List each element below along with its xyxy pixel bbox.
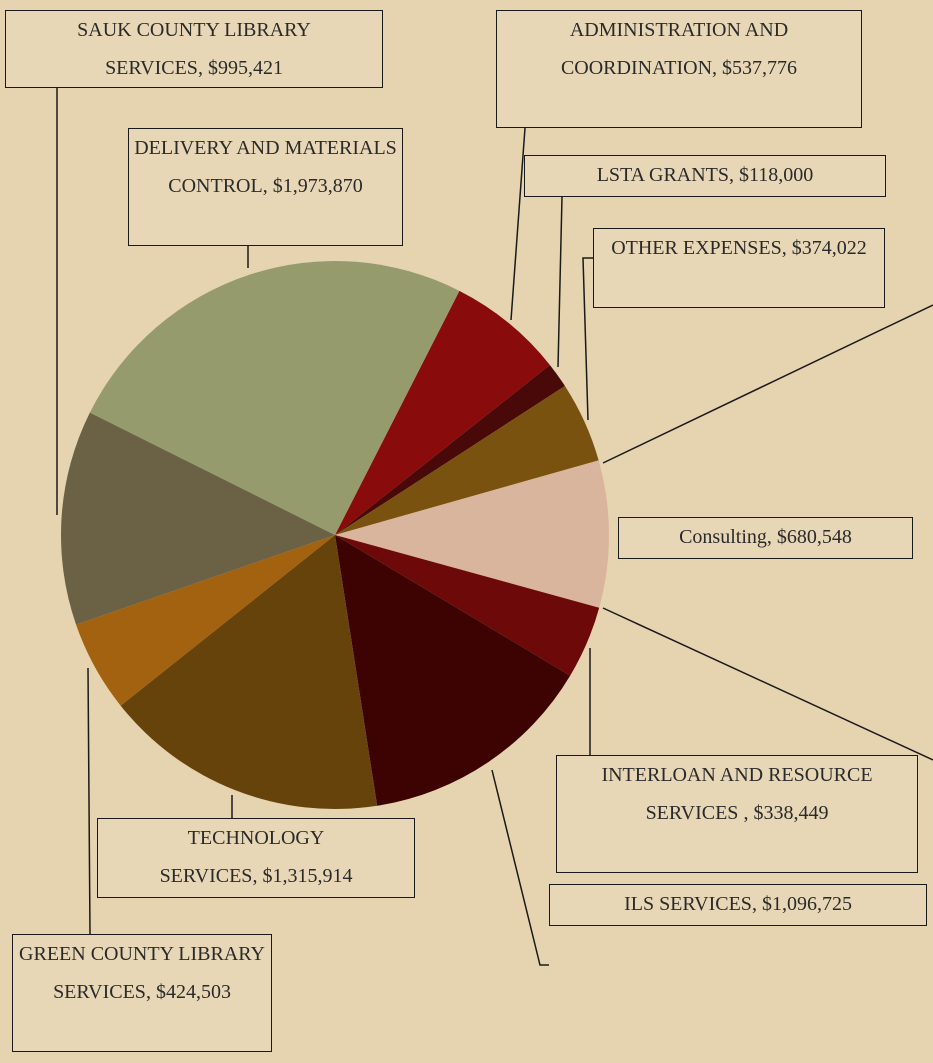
leader-line <box>87 667 91 935</box>
label-value: $118,000 <box>739 164 814 186</box>
label-value: $1,973,870 <box>272 175 363 197</box>
label-value: $374,022 <box>791 237 867 259</box>
label-name: ILS SERVICES <box>624 893 762 915</box>
leader-line <box>582 257 593 421</box>
data-label: DELIVERY AND MATERIALS CONTROL$1,973,870 <box>128 128 403 246</box>
label-value: $680,548 <box>776 526 852 548</box>
pie-slice <box>335 535 600 676</box>
leader-line <box>510 127 526 321</box>
pie-slice <box>335 535 571 806</box>
data-label: ILS SERVICES$1,096,725 <box>549 884 927 926</box>
label-value: $1,096,725 <box>761 893 852 915</box>
label-value: $1,315,914 <box>262 865 353 887</box>
pie-slice <box>335 364 565 535</box>
leader-line <box>557 196 563 368</box>
leader-line <box>602 607 933 761</box>
data-label: LSTA GRANTS$118,000 <box>524 155 886 197</box>
data-label: SAUK COUNTY LIBRARY SERVICES$995,421 <box>5 10 383 88</box>
data-label: OTHER EXPENSES$374,022 <box>593 228 885 308</box>
pie-slice <box>89 261 460 535</box>
label-name: INTERLOAN AND RESOURCE SERVICES <box>601 764 872 824</box>
label-value: $995,421 <box>207 57 283 79</box>
data-label: TECHNOLOGY SERVICES$1,315,914 <box>97 818 415 898</box>
label-name: Consulting <box>679 526 777 548</box>
label-name: LSTA GRANTS <box>597 164 739 186</box>
pie-slice <box>76 535 336 706</box>
label-value: $424,503 <box>155 981 231 1003</box>
pie-slice <box>61 412 336 625</box>
label-value: $537,776 <box>722 57 798 79</box>
label-name: OTHER EXPENSES <box>611 237 792 259</box>
data-label: ADMINISTRATION AND COORDINATION$537,776 <box>496 10 862 128</box>
leader-line <box>602 304 933 464</box>
leader-line <box>491 769 549 966</box>
pie-slice <box>335 460 610 608</box>
data-label: INTERLOAN AND RESOURCE SERVICES $338,449 <box>556 755 918 873</box>
pie-slice <box>335 385 599 535</box>
data-label: GREEN COUNTY LIBRARY SERVICES$424,503 <box>12 934 272 1052</box>
label-value: $338,449 <box>753 802 829 824</box>
data-label: Consulting$680,548 <box>618 517 913 559</box>
pie-slice <box>120 535 378 809</box>
pie-slice <box>335 290 550 535</box>
